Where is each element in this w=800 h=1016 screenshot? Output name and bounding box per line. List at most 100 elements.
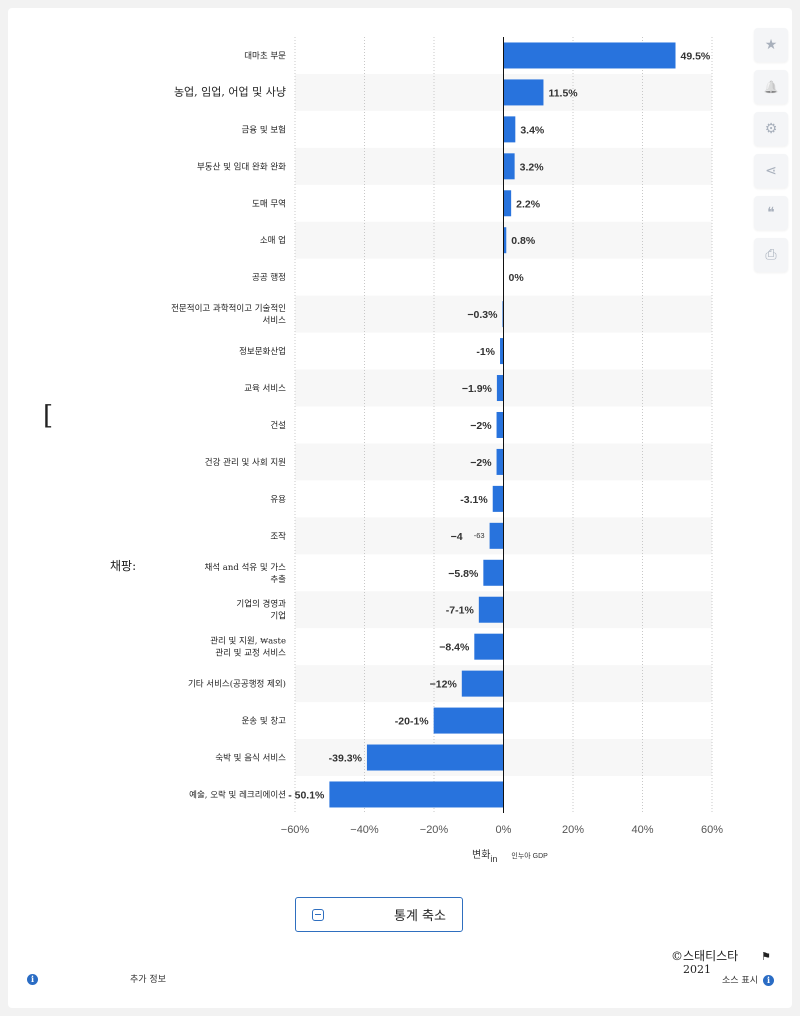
bar [474, 633, 504, 660]
bar [503, 42, 676, 69]
data-label: −5.8% [448, 568, 479, 580]
category-label: 공공 행정 [252, 272, 286, 283]
category-label: 서비스 [263, 316, 287, 326]
x-tick-label: 20% [562, 824, 584, 836]
data-label: 3.4% [520, 124, 545, 136]
x-tick-label: 40% [631, 824, 653, 836]
data-label: 0% [509, 272, 525, 284]
data-label: 49.5% [681, 50, 711, 62]
share-icon: ⋖ [765, 163, 777, 179]
data-label: 0.8% [511, 235, 536, 247]
category-label: 건강 관리 및 사회 지원 [205, 457, 286, 468]
collapse-statistic-button[interactable]: 통계 축소 [295, 897, 463, 932]
category-label: 기업 [270, 612, 286, 622]
data-label: −2% [470, 457, 492, 469]
data-label: −8.4% [439, 642, 470, 654]
toolbar: ★ 🔔 ⚙ ⋖ ❝ ⎙ [754, 28, 788, 280]
category-label: 금융 및 보험 [241, 124, 286, 135]
category-label: 관리 및 교정 서비스 [215, 648, 286, 659]
data-label: -1% [476, 346, 495, 358]
data-label: -7-1% [446, 605, 475, 617]
quote-icon: ❝ [767, 205, 775, 221]
bar [503, 227, 507, 254]
category-label: 채석 and 석유 및 가스 [204, 562, 286, 573]
data-label: −0.3% [467, 309, 498, 321]
more-info-link[interactable]: 추가 정보 [130, 975, 166, 985]
x-tick-label: −40% [350, 824, 379, 836]
data-label: −12% [430, 679, 458, 691]
category-label: 관리 및 지원, ₩aste [210, 636, 286, 647]
copyright-year: 2021 [683, 963, 711, 976]
category-label: 숙박 및 음식 서비스 [215, 753, 286, 764]
cite-button[interactable]: ❝ [754, 196, 788, 230]
data-label: −1.9% [462, 383, 493, 395]
bar-chart: 49.5% 대마초 부문 11.5% 농업, 임업, 어업 및 사냥 3.4% 금융 및 … [171, 37, 723, 836]
bar [461, 670, 504, 697]
bar [503, 79, 544, 106]
bar [496, 448, 504, 475]
category-label: 도매 무역 [252, 198, 286, 209]
bar [492, 485, 504, 512]
settings-button[interactable]: ⚙ [754, 112, 788, 146]
side-bracket: [ [43, 401, 54, 431]
x-tick-label: −20% [420, 824, 449, 836]
data-label: 2.2% [516, 198, 541, 210]
x-tick-label: 60% [701, 824, 723, 836]
category-label: 예술, 오락 및 레크리에이션 [189, 789, 286, 800]
info-icon[interactable]: i [27, 974, 38, 985]
bell-icon: 🔔 [763, 80, 779, 94]
print-button[interactable]: ⎙ [754, 238, 788, 272]
data-label: −2% [470, 420, 492, 432]
bar [329, 781, 504, 808]
category-label: 조작 [270, 531, 286, 542]
category-label: 교육 서비스 [244, 384, 286, 394]
copyright-text: ©스태티스타 [671, 949, 739, 963]
category-label: 대마초 부문 [244, 51, 286, 61]
bar [483, 559, 504, 586]
data-label: −4 [451, 531, 463, 543]
bar [503, 116, 516, 143]
minus-square-icon [312, 908, 324, 921]
category-label: 추출 [270, 574, 286, 585]
share-button[interactable]: ⋖ [754, 154, 788, 188]
category-label: 전문적이고 과학적이고 기술적인 [171, 303, 286, 314]
star-icon: ★ [764, 37, 778, 53]
source-info-icon[interactable]: i [763, 975, 774, 986]
collapse-statistic-label: 통계 축소 [394, 909, 446, 924]
data-label: 3.2% [520, 161, 545, 173]
category-label: 유용 [270, 495, 286, 505]
annotation-label: -63 [474, 531, 485, 540]
bar [433, 707, 504, 734]
x-axis-title-sub: in [490, 854, 498, 864]
bar [500, 338, 504, 365]
x-axis-title-main: 변화 [472, 850, 491, 861]
x-axis-title-extra: 인누아 GDP [511, 853, 548, 860]
x-tick-label: −60% [281, 824, 310, 836]
x-tick-label: 0% [496, 824, 512, 836]
category-label: 정보문화산업 [239, 346, 286, 357]
data-label: -20-1% [395, 716, 430, 728]
category-label: 건설 [270, 420, 286, 431]
show-source-link[interactable]: 소스 표시 [722, 976, 758, 986]
category-label: 농업, 임업, 어업 및 사냥 [174, 85, 286, 98]
x-axis-title: 변화in 인누아 GDP [472, 846, 548, 864]
bar [503, 190, 512, 217]
data-label: -3.1% [460, 494, 488, 506]
bar [366, 744, 504, 771]
side-label: 채팡: [110, 559, 137, 573]
bar [489, 522, 504, 549]
bar [503, 153, 515, 180]
data-label: - 50.1% [288, 789, 325, 801]
category-label: 기타 서비스(공공행정 제외) [188, 679, 286, 690]
category-label: 부동산 및 임대 완화 완화 [197, 161, 286, 172]
data-label: -39.3% [329, 753, 363, 765]
flag-icon[interactable]: ⚑ [761, 950, 771, 963]
chart-card: 49.5% 대마초 부문 11.5% 농업, 임업, 어업 및 사냥 3.4% 금융 및 … [8, 8, 792, 1008]
copyright: ©스태티스타 2021 [671, 949, 738, 977]
bar [496, 411, 504, 438]
favorite-button[interactable]: ★ [754, 28, 788, 62]
notification-button[interactable]: 🔔 [754, 70, 788, 104]
category-label: 소매 업 [260, 236, 286, 246]
bar [478, 596, 504, 623]
print-icon: ⎙ [765, 247, 777, 263]
